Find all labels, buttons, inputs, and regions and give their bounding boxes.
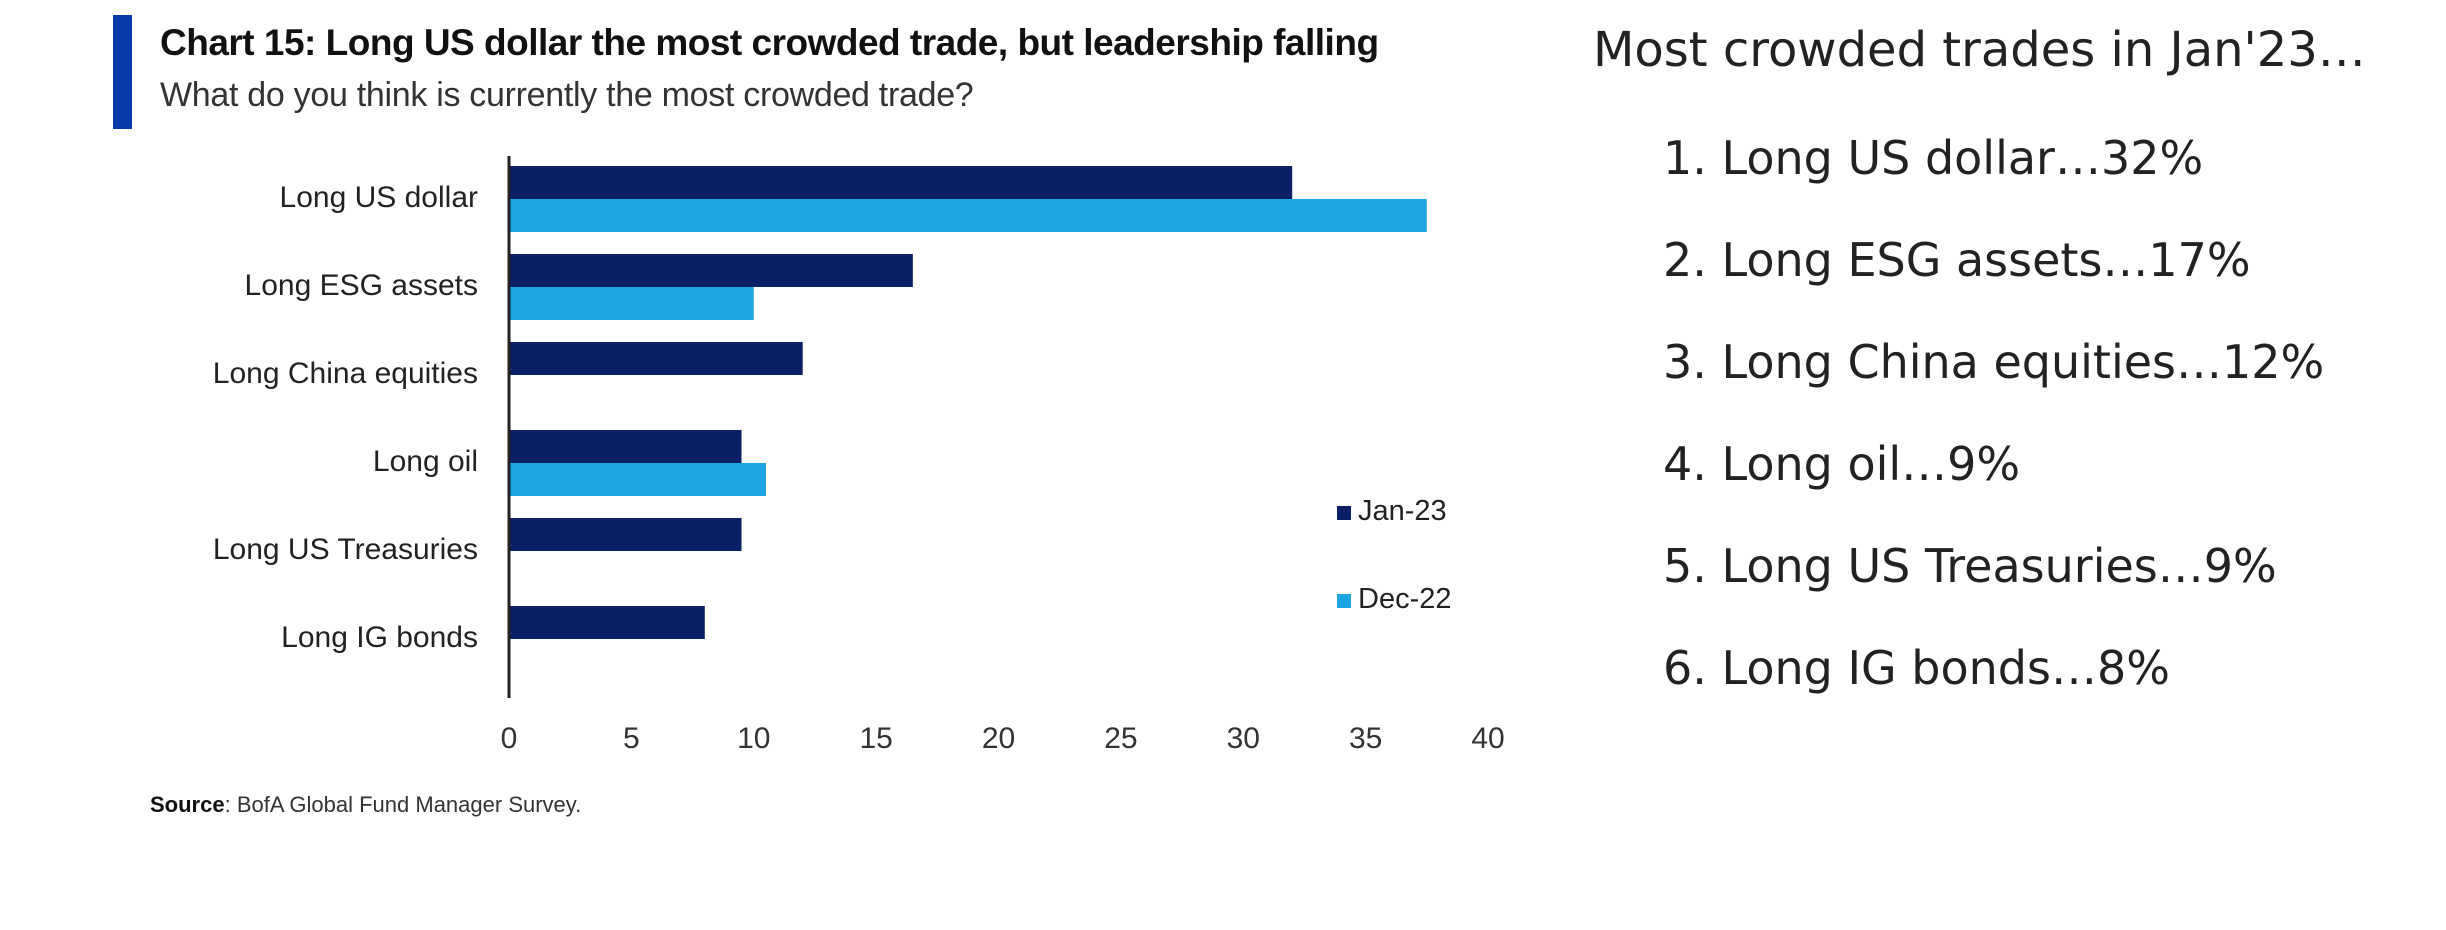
x-tick-label: 40	[1471, 722, 1504, 755]
source-label: Source	[150, 792, 225, 817]
category-label: Long China equities	[213, 357, 478, 390]
summary-item: 1. Long US dollar…32%	[1663, 131, 2204, 185]
chart-subtitle: What do you think is currently the most …	[160, 76, 974, 114]
bar-Jan-23	[509, 430, 742, 463]
chart-title: Chart 15: Long US dollar the most crowde…	[160, 22, 1379, 63]
title-accent-bar	[113, 15, 132, 129]
summary-item: 6. Long IG bonds…8%	[1663, 641, 2170, 695]
legend-label: Dec-22	[1358, 583, 1452, 615]
bar-Jan-23	[509, 518, 742, 551]
bar-Jan-23	[509, 606, 705, 639]
x-tick-label: 5	[623, 722, 640, 755]
bar-Dec-22	[509, 287, 754, 320]
x-tick-label: 10	[737, 722, 770, 755]
x-tick-label: 25	[1104, 722, 1137, 755]
legend-swatch	[1337, 506, 1351, 520]
summary-item: 5. Long US Treasuries…9%	[1663, 539, 2277, 593]
bar-Dec-22	[509, 199, 1427, 232]
legend-swatch	[1337, 594, 1351, 608]
x-tick-label: 20	[982, 722, 1015, 755]
summary-list: 1. Long US dollar…32% 2. Long ESG assets…	[1663, 120, 2324, 732]
summary-item: 2. Long ESG assets…17%	[1663, 233, 2251, 287]
source-text: : BofA Global Fund Manager Survey.	[224, 792, 582, 817]
summary-item: 3. Long China equities…12%	[1663, 335, 2325, 389]
bar-Jan-23	[509, 342, 803, 375]
category-label: Long US dollar	[280, 181, 478, 214]
category-label: Long IG bonds	[281, 621, 478, 654]
category-label: Long US Treasuries	[213, 533, 478, 566]
x-tick-label: 35	[1349, 722, 1382, 755]
x-tick-label: 15	[859, 722, 892, 755]
category-label: Long oil	[373, 445, 478, 478]
bar-Jan-23	[509, 254, 913, 287]
summary-title: Most crowded trades in Jan'23…	[1593, 22, 2366, 78]
bar-Dec-22	[509, 463, 766, 496]
category-label: Long ESG assets	[245, 269, 478, 302]
x-tick-label: 30	[1227, 722, 1260, 755]
x-tick-label: 0	[501, 722, 518, 755]
summary-item: 4. Long oil…9%	[1663, 437, 2021, 491]
source-note: Source: BofA Global Fund Manager Survey.	[150, 792, 581, 818]
bar-chart: Long US dollar Long ESG assets Long China …	[213, 156, 1505, 755]
bar-Jan-23	[509, 166, 1293, 199]
legend-label: Jan-23	[1358, 495, 1447, 527]
